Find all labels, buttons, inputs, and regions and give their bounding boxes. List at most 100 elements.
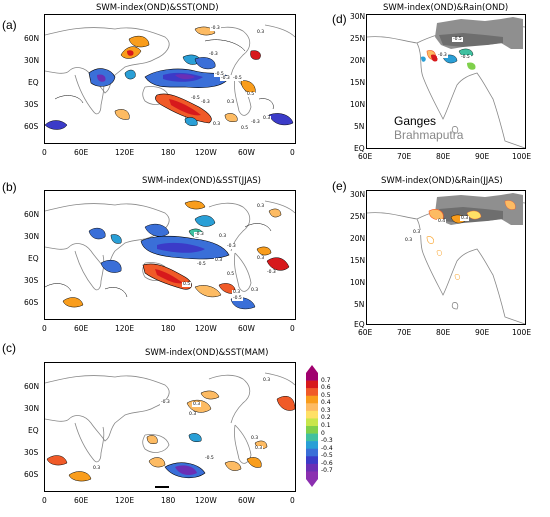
contour-label: 0.3 — [404, 238, 414, 243]
colorbar-tick-label: 0.1 — [321, 422, 331, 429]
lon-tick: 70E — [397, 152, 412, 161]
colorbar-tick-label: 0.7 — [321, 376, 331, 384]
colorbar-tick-label: 0.3 — [321, 406, 331, 414]
colorbar-swatch — [306, 471, 318, 480]
contour-label: 0.3 — [256, 204, 266, 209]
lat-tick: 30N — [24, 232, 40, 241]
lon-tick: 60W — [238, 496, 255, 505]
panel-d-map — [366, 14, 526, 149]
lat-tick: 60N — [24, 34, 40, 43]
contour-label: 0.3 — [218, 234, 228, 239]
lat-tick: 60S — [24, 470, 39, 479]
colorbar-swatch — [306, 426, 318, 434]
contour-label: -0.5 — [190, 96, 201, 101]
panel-d-label: (d) — [332, 12, 347, 26]
lon-tick: 0 — [42, 496, 47, 505]
contour-label: 0.3 — [250, 436, 260, 441]
contour-label: 0.5 — [246, 92, 256, 97]
lat-tick: EQ — [354, 320, 365, 329]
contour-label: 0.3 — [256, 30, 266, 35]
lon-tick: 0 — [290, 496, 295, 505]
contour-label: -0.3 — [194, 232, 205, 237]
lat-tick: 25N — [350, 34, 366, 43]
contour-label: -0.3 — [200, 100, 211, 105]
lon-tick: 120E — [115, 496, 135, 505]
panel-e-title: SWM-index(OND)&Rain(JJAS) — [381, 176, 503, 186]
lon-tick: 60E — [74, 324, 89, 333]
contour-label: -0.5 — [452, 37, 463, 42]
contour-label: 0.5 — [226, 272, 236, 277]
lat-tick: 10N — [350, 278, 366, 287]
contour-label: -0.3 — [266, 270, 277, 275]
colorbar-swatch — [306, 403, 318, 412]
panel-c-title: SWM-index(OND)&SST(MAM) — [145, 348, 269, 358]
contour-label: -0.3 — [250, 120, 261, 125]
lon-tick: 70E — [397, 328, 412, 337]
contour-label: -0.3 — [220, 76, 231, 81]
contour-label: 0.3 — [460, 216, 470, 221]
lat-tick: 60S — [24, 298, 39, 307]
lat-tick: EQ — [354, 144, 365, 153]
colorbar-top-arrow — [306, 365, 318, 373]
contour-label: -0.3 — [437, 53, 448, 58]
contour-label: 0.5 — [182, 282, 192, 287]
ganges-label: Ganges — [394, 114, 437, 128]
colorbar — [306, 365, 318, 487]
lat-tick: 15N — [350, 256, 366, 265]
lat-tick: 10N — [350, 100, 366, 109]
colorbar-tick-label: 0.5 — [321, 391, 331, 399]
contour-label: -0.3 — [226, 244, 237, 249]
lat-tick: 30S — [24, 100, 39, 109]
lat-tick: 20N — [350, 234, 366, 243]
panel-a-map — [44, 14, 296, 144]
panel-e-map — [366, 190, 526, 325]
panel-a-title: SWM-index(OND)&SST(OND) — [96, 3, 219, 13]
colorbar-swatch — [306, 456, 318, 465]
colorbar-tick-label: 0.6 — [321, 384, 331, 392]
contour-label: 0.3 — [254, 446, 264, 451]
lon-tick: 60E — [358, 328, 373, 337]
panel-c-map — [44, 362, 296, 492]
lon-tick: 60E — [74, 496, 89, 505]
panel-c-label: (c) — [2, 341, 16, 355]
lon-tick: 120W — [195, 148, 217, 157]
lon-tick: 180 — [161, 148, 176, 157]
lon-tick: 100E — [512, 152, 532, 161]
lon-tick: 90E — [475, 328, 490, 337]
contour-label: 0.3 — [250, 288, 260, 293]
contour-label: 0.3 — [192, 402, 202, 407]
lon-tick: 0 — [42, 148, 47, 157]
lat-tick: 25N — [350, 212, 366, 221]
lat-tick: 30S — [24, 276, 39, 285]
panel-b-label: (b) — [2, 180, 17, 194]
lon-tick: 80E — [436, 152, 451, 161]
contour-label: 0.3 — [188, 412, 198, 417]
lat-tick: 30N — [24, 404, 40, 413]
colorbar-tick-label: -0.6 — [321, 459, 333, 467]
panel-b-map — [44, 190, 296, 320]
contour-label: 0.3 — [92, 466, 102, 471]
brahmaputra-label: Brahmaputra — [394, 128, 464, 142]
colorbar-tick-label: -0.5 — [321, 452, 333, 460]
lat-tick: 20N — [350, 56, 366, 65]
colorbar-tick-label: 0 — [321, 429, 325, 437]
contour-label: 0.3 — [212, 122, 222, 127]
lat-tick: EQ — [28, 254, 39, 263]
contour-label: 0.3 — [226, 100, 236, 105]
colorbar-swatch — [306, 395, 318, 404]
colorbar-tick-label: -0.3 — [321, 437, 333, 445]
contour-label: 0.5 — [240, 126, 250, 131]
colorbar-swatch — [306, 418, 318, 427]
lon-tick: 180 — [161, 496, 176, 505]
lon-tick: 120E — [115, 148, 135, 157]
contour-label: -0.5 — [196, 262, 207, 267]
colorbar-tick-label: 0.4 — [321, 399, 331, 407]
lon-tick: 120E — [115, 324, 135, 333]
lon-tick: 120W — [195, 496, 217, 505]
lon-tick: 60W — [238, 324, 255, 333]
colorbar-swatch — [306, 380, 318, 389]
colorbar-swatch — [306, 373, 318, 381]
lon-tick: 0 — [42, 324, 47, 333]
lon-tick: 100E — [512, 328, 532, 337]
colorbar-bottom-arrow — [306, 479, 318, 487]
